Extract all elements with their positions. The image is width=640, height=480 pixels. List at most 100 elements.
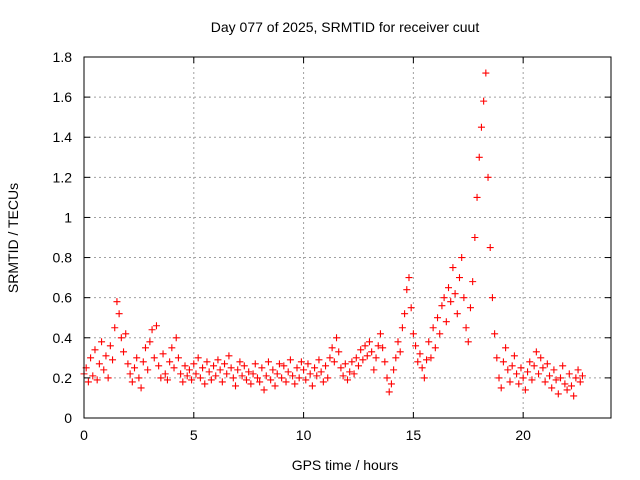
data-point: [348, 358, 356, 366]
data-point: [570, 392, 578, 400]
data-point: [387, 380, 395, 388]
data-point: [315, 356, 323, 364]
x-tick-label: 10: [296, 427, 312, 443]
data-point: [526, 358, 534, 366]
data-point: [218, 378, 226, 386]
data-point: [124, 360, 132, 368]
data-point: [418, 364, 426, 372]
data-point: [535, 370, 543, 378]
data-point: [238, 372, 246, 380]
data-point: [420, 374, 428, 382]
data-point: [249, 370, 257, 378]
data-point: [95, 360, 103, 368]
axis-ticks: 0 5 10 15 20 0 0.2 0.4 0.6 0.8 1 1.2 1.4 1.6 1.8: [53, 49, 611, 443]
data-point: [111, 324, 119, 332]
data-point: [484, 173, 492, 181]
data-point: [469, 278, 477, 286]
data-point: [482, 69, 490, 77]
data-point: [113, 298, 121, 306]
data-point: [486, 244, 494, 252]
data-point: [550, 366, 558, 374]
data-point: [106, 342, 114, 350]
data-point: [543, 360, 551, 368]
x-tick-label: 0: [80, 427, 88, 443]
data-point: [172, 334, 180, 342]
y-tick-label: 0.6: [53, 290, 73, 306]
data-point: [517, 364, 525, 372]
data-point: [229, 374, 237, 382]
data-point: [163, 376, 171, 384]
y-tick-label: 1.6: [53, 89, 73, 105]
data-point: [344, 376, 351, 384]
data-point: [565, 370, 573, 378]
data-point: [317, 368, 325, 376]
data-point: [499, 358, 507, 366]
data-point: [131, 364, 139, 372]
y-tick-label: 1.2: [53, 169, 73, 185]
data-point: [552, 376, 560, 384]
data-point: [161, 370, 169, 378]
data-point: [137, 384, 145, 392]
data-point: [245, 368, 253, 376]
data-point: [253, 374, 261, 382]
data-point: [150, 354, 158, 362]
data-point: [510, 352, 518, 360]
data-point: [554, 390, 562, 398]
data-point: [293, 364, 301, 372]
data-point: [166, 358, 174, 366]
data-point: [379, 344, 387, 352]
data-point: [159, 350, 167, 358]
data-point: [212, 372, 220, 380]
data-point: [453, 310, 461, 318]
data-point: [93, 376, 101, 384]
y-tick-label: 1: [64, 209, 72, 225]
data-point: [128, 378, 136, 386]
data-point: [559, 362, 567, 370]
chart-title: Day 077 of 2025, SRMTID for receiver cuu…: [211, 19, 480, 35]
data-point: [445, 284, 453, 292]
data-point: [451, 290, 459, 298]
data-point: [383, 374, 391, 382]
data-point: [256, 378, 264, 386]
data-point: [258, 364, 266, 372]
data-point: [458, 254, 466, 262]
data-point: [488, 294, 496, 302]
data-point: [297, 358, 305, 366]
data-point: [269, 366, 277, 374]
data-point: [475, 153, 483, 161]
data-point: [473, 193, 481, 201]
data-point: [477, 123, 485, 131]
data-point: [407, 304, 415, 312]
data-point: [271, 382, 279, 390]
data-point: [280, 362, 288, 370]
data-point: [412, 342, 420, 350]
data-point: [247, 380, 255, 388]
data-point: [308, 382, 316, 390]
plot-frame: [83, 56, 612, 419]
data-point: [392, 354, 400, 362]
data-point: [242, 376, 250, 384]
data-point: [333, 334, 341, 342]
data-point: [117, 334, 125, 342]
data-point: [319, 378, 327, 386]
data-point: [87, 354, 95, 362]
data-point: [574, 366, 582, 374]
data-point: [363, 352, 371, 360]
data-point: [442, 318, 450, 326]
data-point: [100, 366, 108, 374]
data-point: [102, 352, 110, 360]
data-point: [236, 358, 244, 366]
data-point: [210, 362, 218, 370]
data-point: [306, 370, 314, 378]
data-point: [91, 346, 99, 354]
data-point: [396, 348, 404, 356]
data-point: [232, 382, 240, 390]
data-point: [282, 378, 290, 386]
data-point: [398, 324, 406, 332]
data-point: [357, 346, 365, 354]
data-point: [155, 362, 163, 370]
data-point: [203, 358, 211, 366]
data-point: [350, 370, 358, 378]
data-point: [194, 354, 202, 362]
